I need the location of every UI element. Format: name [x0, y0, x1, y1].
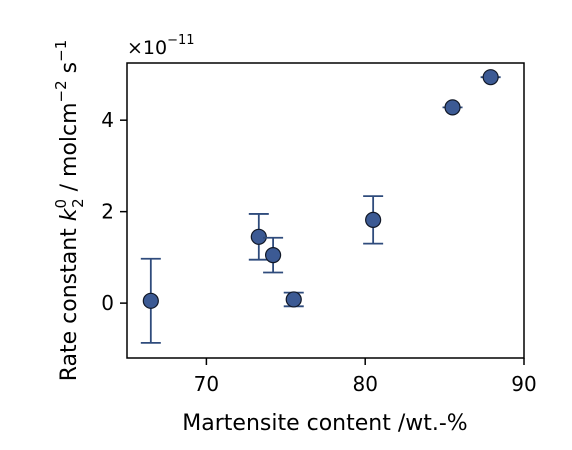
x-axis-title: Martensite content /wt.-% [182, 411, 467, 436]
offset-text: ×10−11 [127, 33, 195, 59]
plot-frame [126, 62, 525, 359]
data-point [142, 292, 159, 309]
y-axis-title: Rate constant k02 / molcm−2 s−1 [52, 40, 87, 382]
data-point [444, 99, 461, 116]
x-tick-label: 70 [194, 372, 219, 396]
y-tick-label: 2 [101, 200, 114, 224]
data-point [285, 291, 302, 308]
data-point [482, 69, 499, 86]
y-tick-label: 0 [101, 291, 114, 315]
x-tick-label: 80 [352, 372, 377, 396]
data-point [365, 211, 382, 228]
x-tick-label: 90 [511, 372, 536, 396]
y-tick-label: 4 [101, 108, 114, 132]
x-axis-ticks: 70 80 90 [194, 358, 537, 396]
data-point [264, 246, 282, 264]
data-point [250, 228, 267, 245]
y-axis-ticks: 0 2 4 [101, 108, 127, 315]
data-series [140, 69, 501, 344]
